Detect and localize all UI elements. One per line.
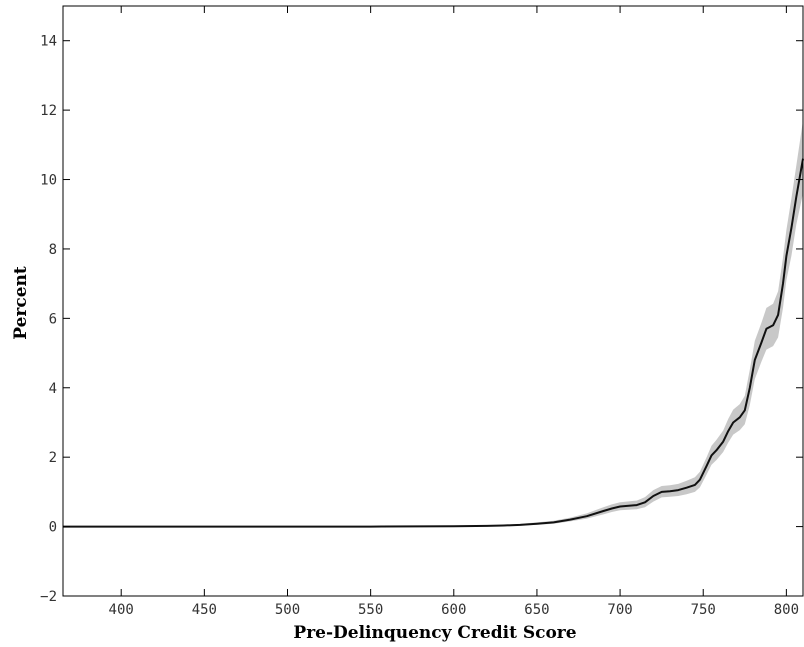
y-tick-label: 6 [49,311,57,327]
y-tick-label: 0 [49,520,57,536]
y-tick-label: 14 [40,34,57,50]
confidence-band-layer [63,120,803,527]
x-tick-label: 750 [691,602,716,618]
x-tick-labels: 400 450 500 550 600 650 700 750 800 [109,602,799,618]
y-tick-label: 10 [40,173,57,189]
plot-frame [62,5,804,597]
y-tick-label: 12 [40,103,57,119]
series-line [63,158,804,528]
x-tick-label: 450 [192,602,217,618]
y-tick-label: 2 [49,450,57,466]
x-tick-label: 800 [774,602,799,618]
x-tick-label: 650 [524,602,549,618]
x-tick-label: 400 [109,602,134,618]
x-axis-title: Pre-Delinquency Credit Score [293,623,576,643]
confidence-band [63,120,803,527]
y-tick-labels: −2 0 2 4 6 8 10 12 14 [40,34,57,605]
x-tick-label: 550 [358,602,383,618]
y-tick-label: 4 [49,381,57,397]
x-tick-label: 500 [275,602,300,618]
x-tick-label: 600 [441,602,466,618]
x-tick-label: 700 [607,602,632,618]
y-axis-title: Percent [11,266,31,340]
series-line-layer [63,158,804,528]
y-tick-label: −2 [40,589,57,605]
tick-marks [63,6,803,597]
y-tick-label: 8 [49,242,57,258]
